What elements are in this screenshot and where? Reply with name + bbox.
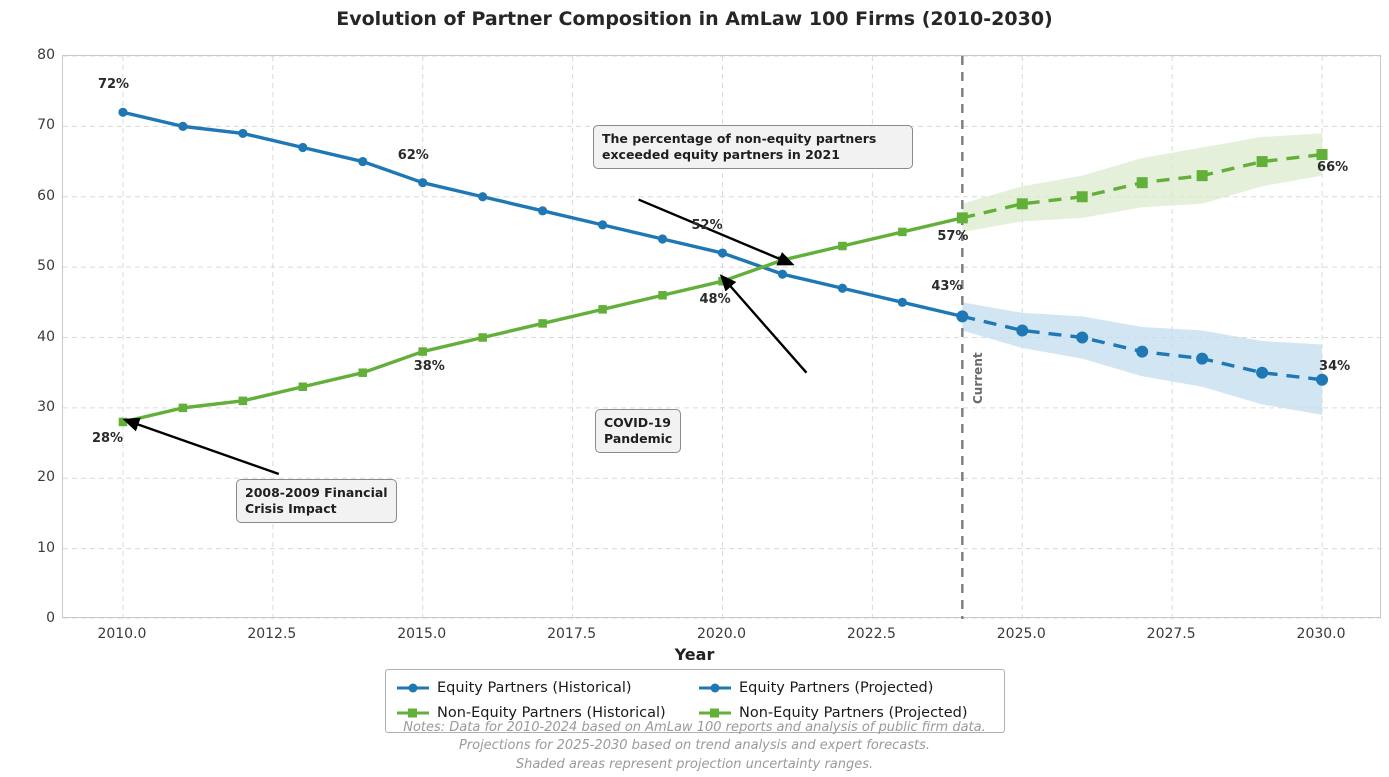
x-axis-label: Year [674, 645, 715, 664]
legend-item-equity-projected[interactable]: Equity Partners (Projected) [698, 677, 994, 699]
y-tick-label: 0 [46, 610, 55, 626]
data-point-label: 48% [699, 292, 731, 308]
legend-swatch-equity-historical [397, 683, 429, 693]
x-tick-label: 2010.0 [97, 626, 147, 642]
chart-notes: Notes: Data for 2010-2024 based on AmLaw… [0, 719, 1389, 774]
legend-label: Equity Partners (Projected) [739, 680, 934, 696]
chart-legend: Equity Partners (Historical) Equity Part… [385, 669, 1005, 733]
note-line: Projections for 2025-2030 based on trend… [458, 738, 931, 754]
x-tick-label: 2012.5 [247, 626, 297, 642]
legend-item-nonequity-projected[interactable]: Non-Equity Partners (Projected) [698, 702, 994, 724]
legend-label: Equity Partners (Historical) [437, 680, 632, 696]
y-tick-label: 40 [37, 328, 55, 345]
y-tick-label: 70 [37, 117, 55, 134]
legend-swatch-nonequity-historical [397, 708, 429, 718]
y-tick-label: 60 [37, 187, 55, 204]
page-title: Evolution of Partner Composition in AmLa… [336, 8, 1053, 30]
data-point-label: 38% [413, 358, 445, 374]
x-tick-label: 2015.0 [397, 626, 447, 642]
data-point-label: 62% [397, 147, 429, 163]
legend-item-nonequity-historical[interactable]: Non-Equity Partners (Historical) [396, 702, 692, 724]
x-tick-label: 2025.0 [996, 626, 1046, 642]
legend-swatch-nonequity-projected [699, 708, 731, 718]
data-point-label: 34% [1319, 358, 1351, 374]
x-tick-label: 2030.0 [1296, 626, 1346, 642]
note-line: Notes: Data for 2010-2024 based on AmLaw… [403, 720, 986, 735]
y-tick-label: 20 [37, 469, 55, 486]
annotation-financial-crisis: 2008-2009 Financial Crisis Impact [236, 479, 397, 524]
x-tick-label: 2020.0 [697, 626, 746, 642]
current-reference-label: Current [971, 352, 985, 404]
note-line: Shaded areas represent projection uncert… [515, 756, 874, 772]
data-point-label: 52% [691, 218, 723, 234]
annotation-covid: COVID-19 Pandemic [595, 409, 682, 454]
chart-canvas [63, 56, 1382, 619]
legend-label: Non-Equity Partners (Historical) [437, 705, 666, 721]
data-point-label: 28% [91, 430, 124, 446]
x-tick-label: 2022.5 [846, 626, 896, 642]
data-point-label: 66% [1317, 159, 1349, 175]
y-tick-label: 10 [37, 539, 55, 556]
annotation-crossover: The percentage of non-equity partners ex… [593, 125, 913, 170]
x-tick-label: 2027.5 [1146, 626, 1196, 642]
y-tick-label: 50 [37, 258, 55, 275]
x-tick-label: 2017.5 [547, 626, 597, 642]
legend-swatch-equity-projected [699, 683, 731, 693]
legend-item-equity-historical[interactable]: Equity Partners (Historical) [396, 677, 692, 699]
y-tick-label: 80 [37, 47, 55, 63]
y-tick-label: 30 [37, 398, 55, 415]
data-point-label: 43% [931, 279, 963, 295]
data-point-label: 72% [97, 77, 130, 93]
data-point-label: 57% [937, 228, 969, 244]
legend-label: Non-Equity Partners (Projected) [739, 705, 968, 721]
